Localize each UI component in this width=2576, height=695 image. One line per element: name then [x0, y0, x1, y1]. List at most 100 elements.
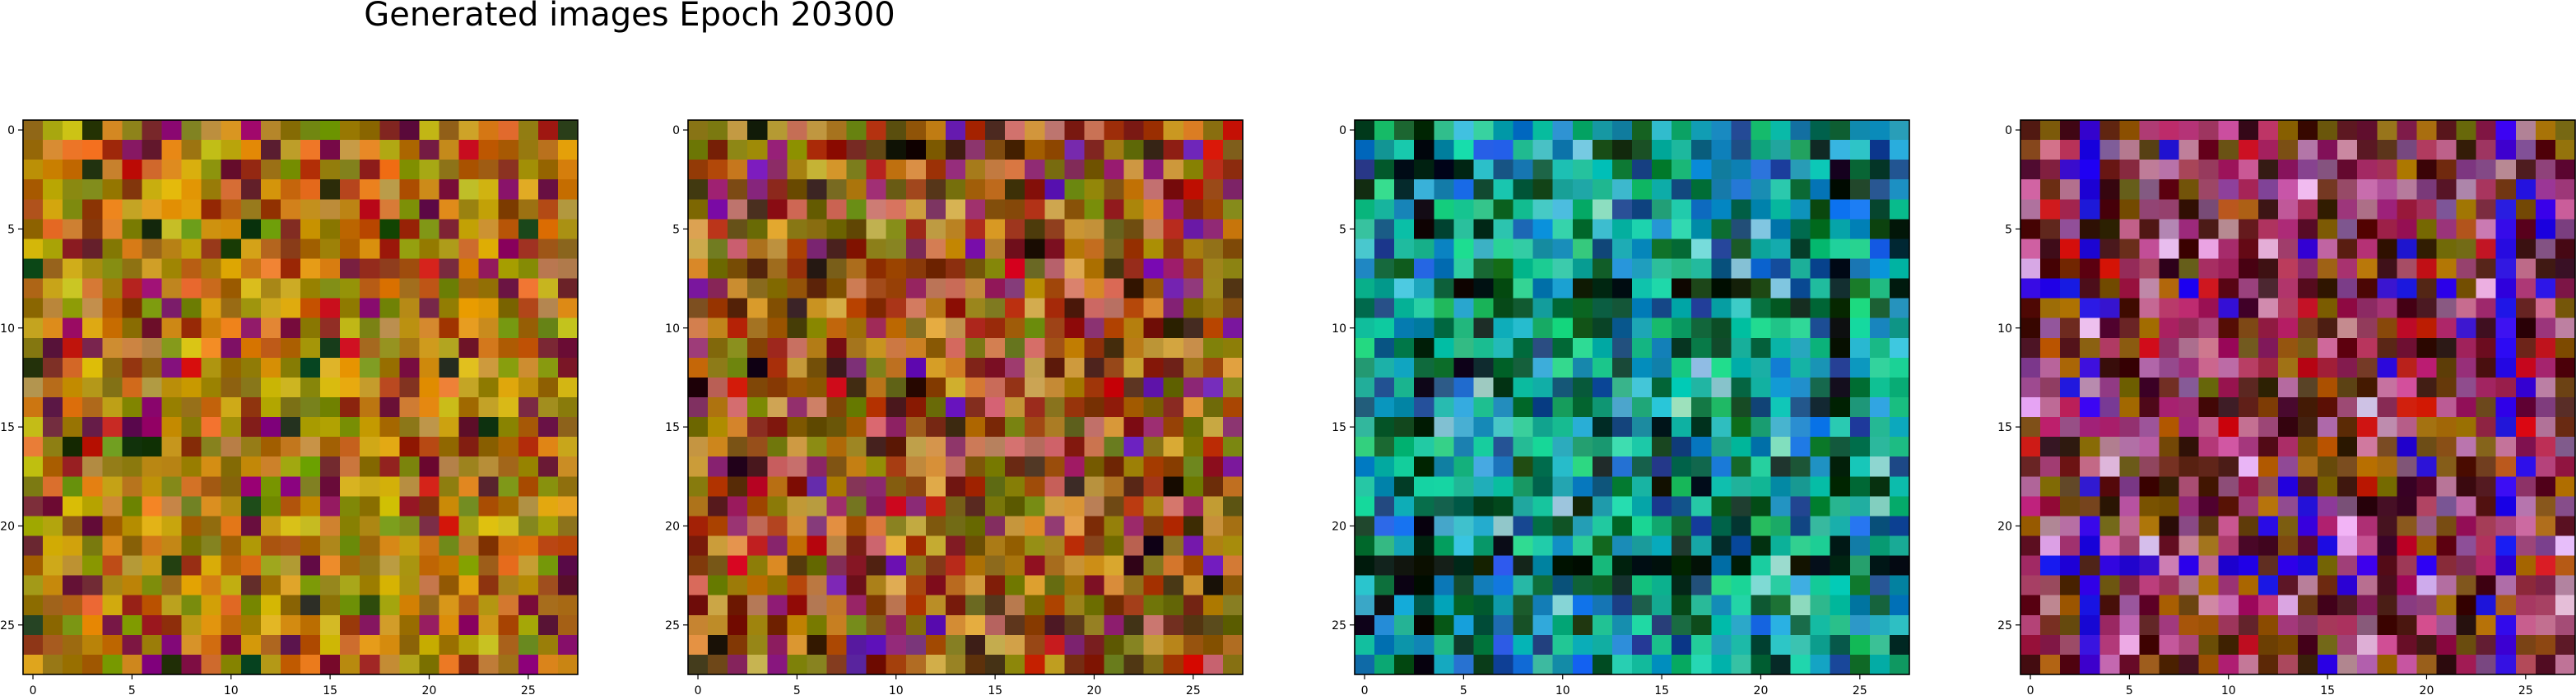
pixel: [142, 357, 163, 378]
pixel: [1751, 456, 1772, 477]
pixel: [2178, 516, 2200, 537]
pixel: [557, 595, 579, 616]
pixel: [1355, 120, 1375, 141]
pixel: [142, 595, 163, 616]
pixel: [1222, 239, 1244, 260]
pixel: [1790, 654, 1811, 675]
pixel: [340, 317, 360, 339]
pixel: [1869, 496, 1890, 517]
pixel: [1711, 120, 1732, 141]
pixel: [1473, 654, 1495, 675]
pixel: [1434, 614, 1454, 636]
pixel: [1123, 417, 1145, 438]
pixel: [360, 456, 380, 477]
pixel: [2060, 595, 2081, 616]
pixel: [1163, 535, 1184, 557]
pixel: [1394, 120, 1415, 141]
pixel: [1790, 278, 1811, 299]
pixel: [439, 239, 460, 260]
pixel: [925, 437, 946, 457]
pixel: [1731, 357, 1752, 378]
pixel: [1143, 476, 1165, 497]
pixel: [2159, 397, 2180, 418]
pixel: [320, 535, 341, 557]
pixel: [2476, 179, 2497, 200]
pixel: [807, 614, 828, 636]
pixel: [458, 437, 480, 457]
pixel: [1810, 317, 1831, 339]
pixel: [2198, 614, 2220, 636]
pixel: [985, 219, 1006, 240]
pixel: [478, 654, 500, 675]
pixel: [1889, 317, 1910, 339]
pixel: [747, 456, 768, 477]
pixel: [1552, 535, 1574, 557]
pixel: [360, 535, 380, 557]
pixel: [1355, 199, 1375, 220]
pixel: [2318, 575, 2338, 596]
pixel: [300, 496, 321, 517]
pixel: [747, 219, 768, 240]
pixel: [1672, 437, 1692, 457]
pixel: [925, 298, 946, 319]
pixel: [985, 199, 1006, 220]
pixel: [2238, 437, 2259, 457]
pixel: [2298, 595, 2318, 616]
pixel: [2535, 219, 2556, 240]
pixel: [1044, 219, 1065, 240]
pixel: [260, 140, 281, 160]
pixel: [2456, 357, 2477, 378]
pixel: [688, 239, 709, 260]
pixel: [2020, 555, 2041, 577]
pixel: [2377, 437, 2397, 457]
pixel: [1592, 239, 1613, 260]
x-tick-label: 0: [695, 684, 702, 695]
pixel: [360, 337, 380, 359]
pixel: [2476, 614, 2497, 636]
pixel: [1143, 278, 1165, 299]
pixel: [1374, 456, 1395, 477]
pixel: [1084, 654, 1105, 675]
pixel: [807, 516, 828, 537]
pixel: [1084, 456, 1105, 477]
pixel: [1123, 516, 1145, 537]
pixel: [2238, 476, 2259, 497]
pixel: [260, 595, 281, 616]
pixel: [2397, 417, 2418, 438]
pixel: [2159, 614, 2180, 636]
pixel: [1552, 258, 1574, 280]
pixel: [478, 634, 500, 656]
pixel: [260, 535, 281, 557]
pixel: [985, 437, 1006, 457]
pixel: [2436, 337, 2457, 359]
pixel: [1691, 535, 1712, 557]
pixel: [2218, 575, 2239, 596]
pixel: [1123, 555, 1145, 577]
pixel: [2357, 239, 2378, 260]
pixel: [2298, 337, 2318, 359]
pixel: [807, 575, 828, 596]
pixel: [2318, 535, 2338, 557]
pixel: [1632, 555, 1653, 577]
pixel: [965, 337, 986, 359]
pixel: [965, 179, 986, 200]
pixel: [557, 417, 579, 438]
pixel: [458, 634, 480, 656]
pixel: [1453, 654, 1475, 675]
pixel: [1751, 258, 1772, 280]
pixel: [1123, 160, 1145, 180]
pixel: [1005, 160, 1025, 180]
pixel: [1222, 516, 1244, 537]
pixel: [1810, 377, 1831, 398]
pixel: [1104, 456, 1125, 477]
pixel: [1552, 614, 1574, 636]
pixel: [1672, 456, 1692, 477]
pixel: [2298, 535, 2318, 557]
pixel: [2178, 555, 2200, 577]
pixel: [82, 219, 103, 240]
pixel: [340, 179, 360, 200]
pixel: [2515, 140, 2536, 160]
pixel: [925, 575, 946, 596]
